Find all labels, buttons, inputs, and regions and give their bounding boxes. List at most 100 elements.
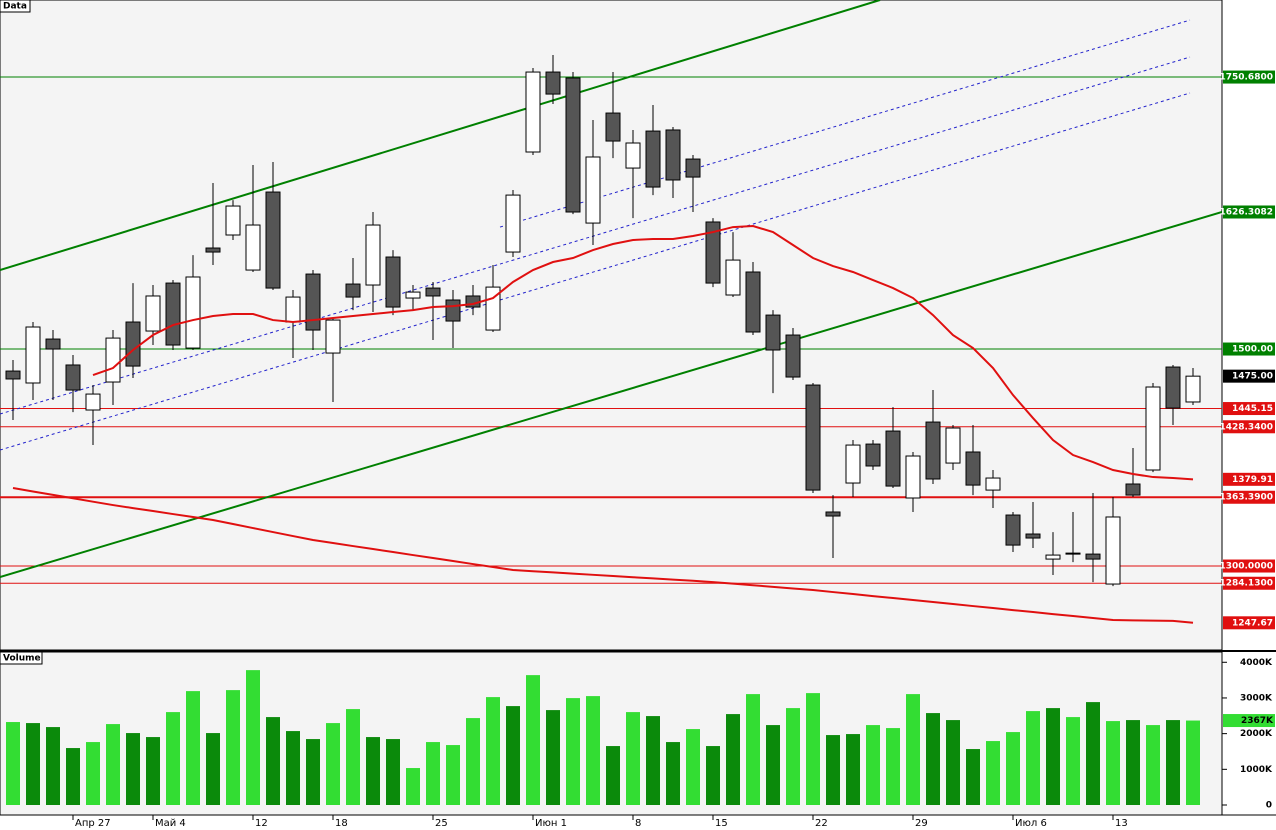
- volume-panel-title: Volume: [3, 654, 41, 664]
- candle-body: [45, 338, 61, 350]
- volume-bar: [906, 694, 920, 805]
- y-tick-label: 1000K: [1240, 765, 1273, 775]
- candle-body: [225, 205, 241, 236]
- candle-body: [545, 71, 561, 95]
- panel-label-bg: [0, 651, 43, 665]
- candle-body: [1085, 553, 1101, 560]
- volume-bar: [266, 717, 280, 805]
- volume-bar: [486, 697, 500, 805]
- candle-body: [965, 451, 981, 486]
- x-tick-label: 13: [1115, 818, 1128, 829]
- candle-body: [85, 393, 101, 411]
- candle-body: [785, 334, 801, 378]
- price-panel-title: Data: [3, 2, 27, 12]
- volume-bar: [746, 694, 760, 805]
- level-label-bg: [1223, 342, 1275, 356]
- level-label: 1363.3900: [1219, 493, 1273, 503]
- volume-bar: [186, 691, 200, 805]
- current-volume-label: 2367K: [1241, 716, 1274, 726]
- candle-body: [405, 291, 421, 299]
- level-label-bg: [1223, 369, 1275, 383]
- candle-body: [725, 259, 741, 296]
- x-tick-label: Июн 1: [535, 818, 567, 829]
- volume-bar: [866, 725, 880, 805]
- candle-body: [1125, 483, 1141, 496]
- volume-bar: [406, 768, 420, 805]
- candle-body: [945, 427, 961, 464]
- x-tick-label: 29: [915, 818, 928, 829]
- candle-body: [245, 224, 261, 271]
- candle-body: [485, 286, 501, 331]
- candle-body: [705, 221, 721, 284]
- volume-bar: [1186, 720, 1200, 805]
- volume-bar: [386, 739, 400, 805]
- volume-bar: [926, 713, 940, 805]
- y-tick-label: 3000K: [1240, 693, 1273, 703]
- volume-bar: [46, 727, 60, 805]
- volume-bar: [806, 693, 820, 805]
- candle-body: [985, 477, 1001, 491]
- volume-bar: [246, 670, 260, 805]
- volume-bar: [946, 720, 960, 805]
- candle-body: [365, 224, 381, 286]
- volume-bar: [426, 742, 440, 805]
- volume-bar: [686, 729, 700, 805]
- level-label: 1626.3082: [1219, 207, 1273, 217]
- volume-bar: [446, 745, 460, 805]
- candle-body: [105, 337, 121, 383]
- candle-body: [905, 455, 921, 499]
- candle-body: [565, 77, 581, 213]
- candle-body: [865, 443, 881, 467]
- volume-bar: [126, 733, 140, 805]
- x-tick-label: 22: [815, 818, 828, 829]
- candle-body: [425, 287, 441, 297]
- volume-bar: [1086, 702, 1100, 805]
- level-label-bg: [1223, 576, 1275, 590]
- volume-bar: [1006, 732, 1020, 805]
- level-label-bg: [1223, 472, 1275, 486]
- candle-body: [445, 299, 461, 322]
- volume-bar: [706, 746, 720, 805]
- candle-body: [265, 191, 281, 289]
- volume-bar: [666, 742, 680, 805]
- candle-body: [1105, 516, 1121, 585]
- x-tick-label: Апр 27: [75, 818, 111, 829]
- panel-label-bg: [0, 0, 31, 13]
- volume-bar: [986, 741, 1000, 805]
- candle-body: [25, 326, 41, 384]
- x-tick-label: 18: [335, 818, 348, 829]
- candle-body: [745, 271, 761, 333]
- level-label-bg: [1223, 70, 1275, 84]
- candle-body: [925, 421, 941, 480]
- trend-line: [0, 0, 881, 272]
- volume-bar: [26, 723, 40, 805]
- volume-bar: [146, 737, 160, 805]
- price-plot: [0, 0, 1222, 624]
- level-label: 1500.00: [1232, 345, 1273, 355]
- volume-bar: [1166, 720, 1180, 805]
- candle-body: [345, 283, 361, 298]
- candle-body: [1185, 375, 1201, 403]
- candle-body: [685, 158, 701, 178]
- volume-bar: [826, 735, 840, 805]
- x-tick-label: Май 4: [155, 818, 186, 829]
- volume-bar: [226, 690, 240, 805]
- volume-bar: [326, 723, 340, 805]
- candle-body: [645, 130, 661, 188]
- candle-body: [1145, 386, 1161, 471]
- volume-bar: [1066, 717, 1080, 805]
- volume-bar: [206, 733, 220, 805]
- candle-body: [385, 256, 401, 308]
- volume-bar: [306, 739, 320, 805]
- x-tick-label: 15: [715, 818, 728, 829]
- level-label: 1284.1300: [1219, 579, 1273, 589]
- volume-bar: [1106, 721, 1120, 805]
- y-tick-label: 0: [1266, 801, 1272, 811]
- volume-bar: [366, 737, 380, 805]
- candle-body: [305, 273, 321, 331]
- volume-bar: [166, 712, 180, 805]
- volume-bar: [86, 742, 100, 805]
- trend-line: [0, 211, 1222, 578]
- trend-line: [499, 19, 1191, 228]
- candle-body: [665, 129, 681, 181]
